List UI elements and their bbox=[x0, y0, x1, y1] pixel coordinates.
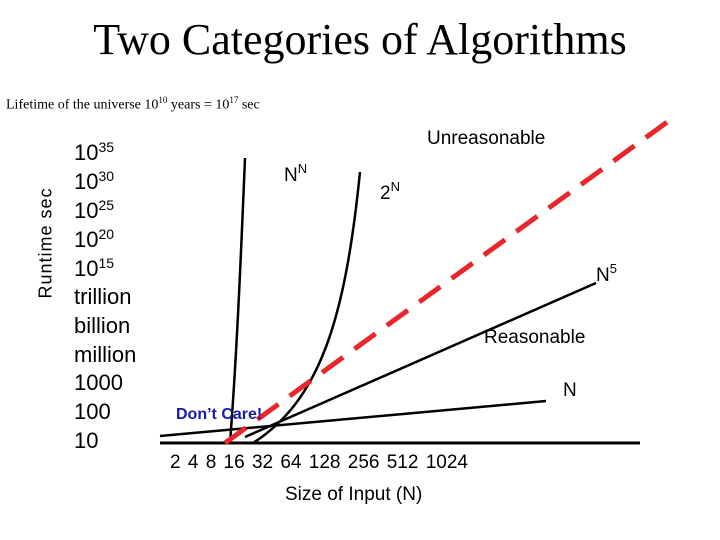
y-tick-exp: 25 bbox=[98, 197, 115, 213]
y-tick: 1025 bbox=[74, 197, 115, 223]
lifetime-exp2: 17 bbox=[229, 95, 239, 105]
y-tick: 1035 bbox=[74, 139, 115, 165]
n5-label-exp: 5 bbox=[609, 261, 617, 276]
y-tick-base: 10 bbox=[74, 227, 99, 252]
two-n-label: 2N bbox=[380, 180, 400, 205]
unreasonable-label: Unreasonable bbox=[427, 128, 546, 149]
two-n-label-base: 2 bbox=[380, 183, 391, 204]
two-n-curve bbox=[252, 171, 362, 445]
y-tick-exp: 15 bbox=[98, 255, 115, 271]
y-tick-base: billion bbox=[74, 313, 131, 338]
nn-label: NN bbox=[284, 162, 307, 187]
y-tick-base: 100 bbox=[74, 399, 111, 424]
y-tick-base: 10 bbox=[74, 428, 99, 453]
nn-label-base: N bbox=[284, 165, 298, 186]
y-tick-base: 10 bbox=[74, 256, 99, 281]
n-label: N bbox=[563, 380, 577, 401]
y-tick-exp: 35 bbox=[98, 139, 115, 155]
y-tick: trillion bbox=[74, 286, 131, 308]
dont-care-label: Don’t Care! bbox=[176, 406, 263, 423]
lifetime-suffix: sec bbox=[238, 97, 260, 113]
y-tick-base: 10 bbox=[74, 198, 99, 223]
lifetime-prefix: Lifetime of the universe 10 bbox=[6, 97, 159, 113]
lifetime-exp1: 10 bbox=[158, 95, 168, 105]
lifetime-middle: years = 10 bbox=[167, 97, 230, 113]
nn-label-exp: N bbox=[297, 161, 308, 176]
y-tick: 1015 bbox=[74, 255, 115, 281]
y-tick: 100 bbox=[74, 401, 111, 423]
y-tick-base: million bbox=[74, 342, 137, 367]
y-tick: million bbox=[74, 344, 136, 366]
reasonable-label: Reasonable bbox=[484, 327, 586, 348]
x-tick-labels: 2 4 8 16 32 64 128 256 512 1024 bbox=[170, 452, 468, 473]
y-tick: 1030 bbox=[74, 168, 115, 194]
nn-curve bbox=[228, 157, 247, 444]
y-tick: 10 bbox=[74, 430, 98, 452]
y-tick: 1000 bbox=[74, 372, 123, 394]
slide-title: Two Categories of Algorithms bbox=[93, 15, 627, 64]
y-tick-exp: 20 bbox=[98, 226, 115, 242]
n5-label: N5 bbox=[596, 262, 617, 287]
reasonable-boundary-line bbox=[223, 117, 672, 446]
lifetime-note: Lifetime of the universe 1010 years = 10… bbox=[6, 95, 260, 114]
y-tick: 1020 bbox=[74, 226, 115, 252]
y-tick-base: trillion bbox=[74, 284, 132, 309]
y-tick-base: 10 bbox=[74, 140, 99, 165]
n5-label-base: N bbox=[596, 265, 610, 286]
y-tick: billion bbox=[74, 315, 130, 337]
y-tick-exp: 30 bbox=[98, 168, 115, 184]
two-n-label-exp: N bbox=[390, 179, 400, 194]
n-curve bbox=[159, 399, 547, 438]
y-tick-base: 10 bbox=[74, 169, 99, 194]
y-tick-base: 1000 bbox=[74, 370, 123, 395]
n5-curve bbox=[244, 281, 597, 439]
x-axis-label: Size of Input (N) bbox=[285, 484, 423, 505]
